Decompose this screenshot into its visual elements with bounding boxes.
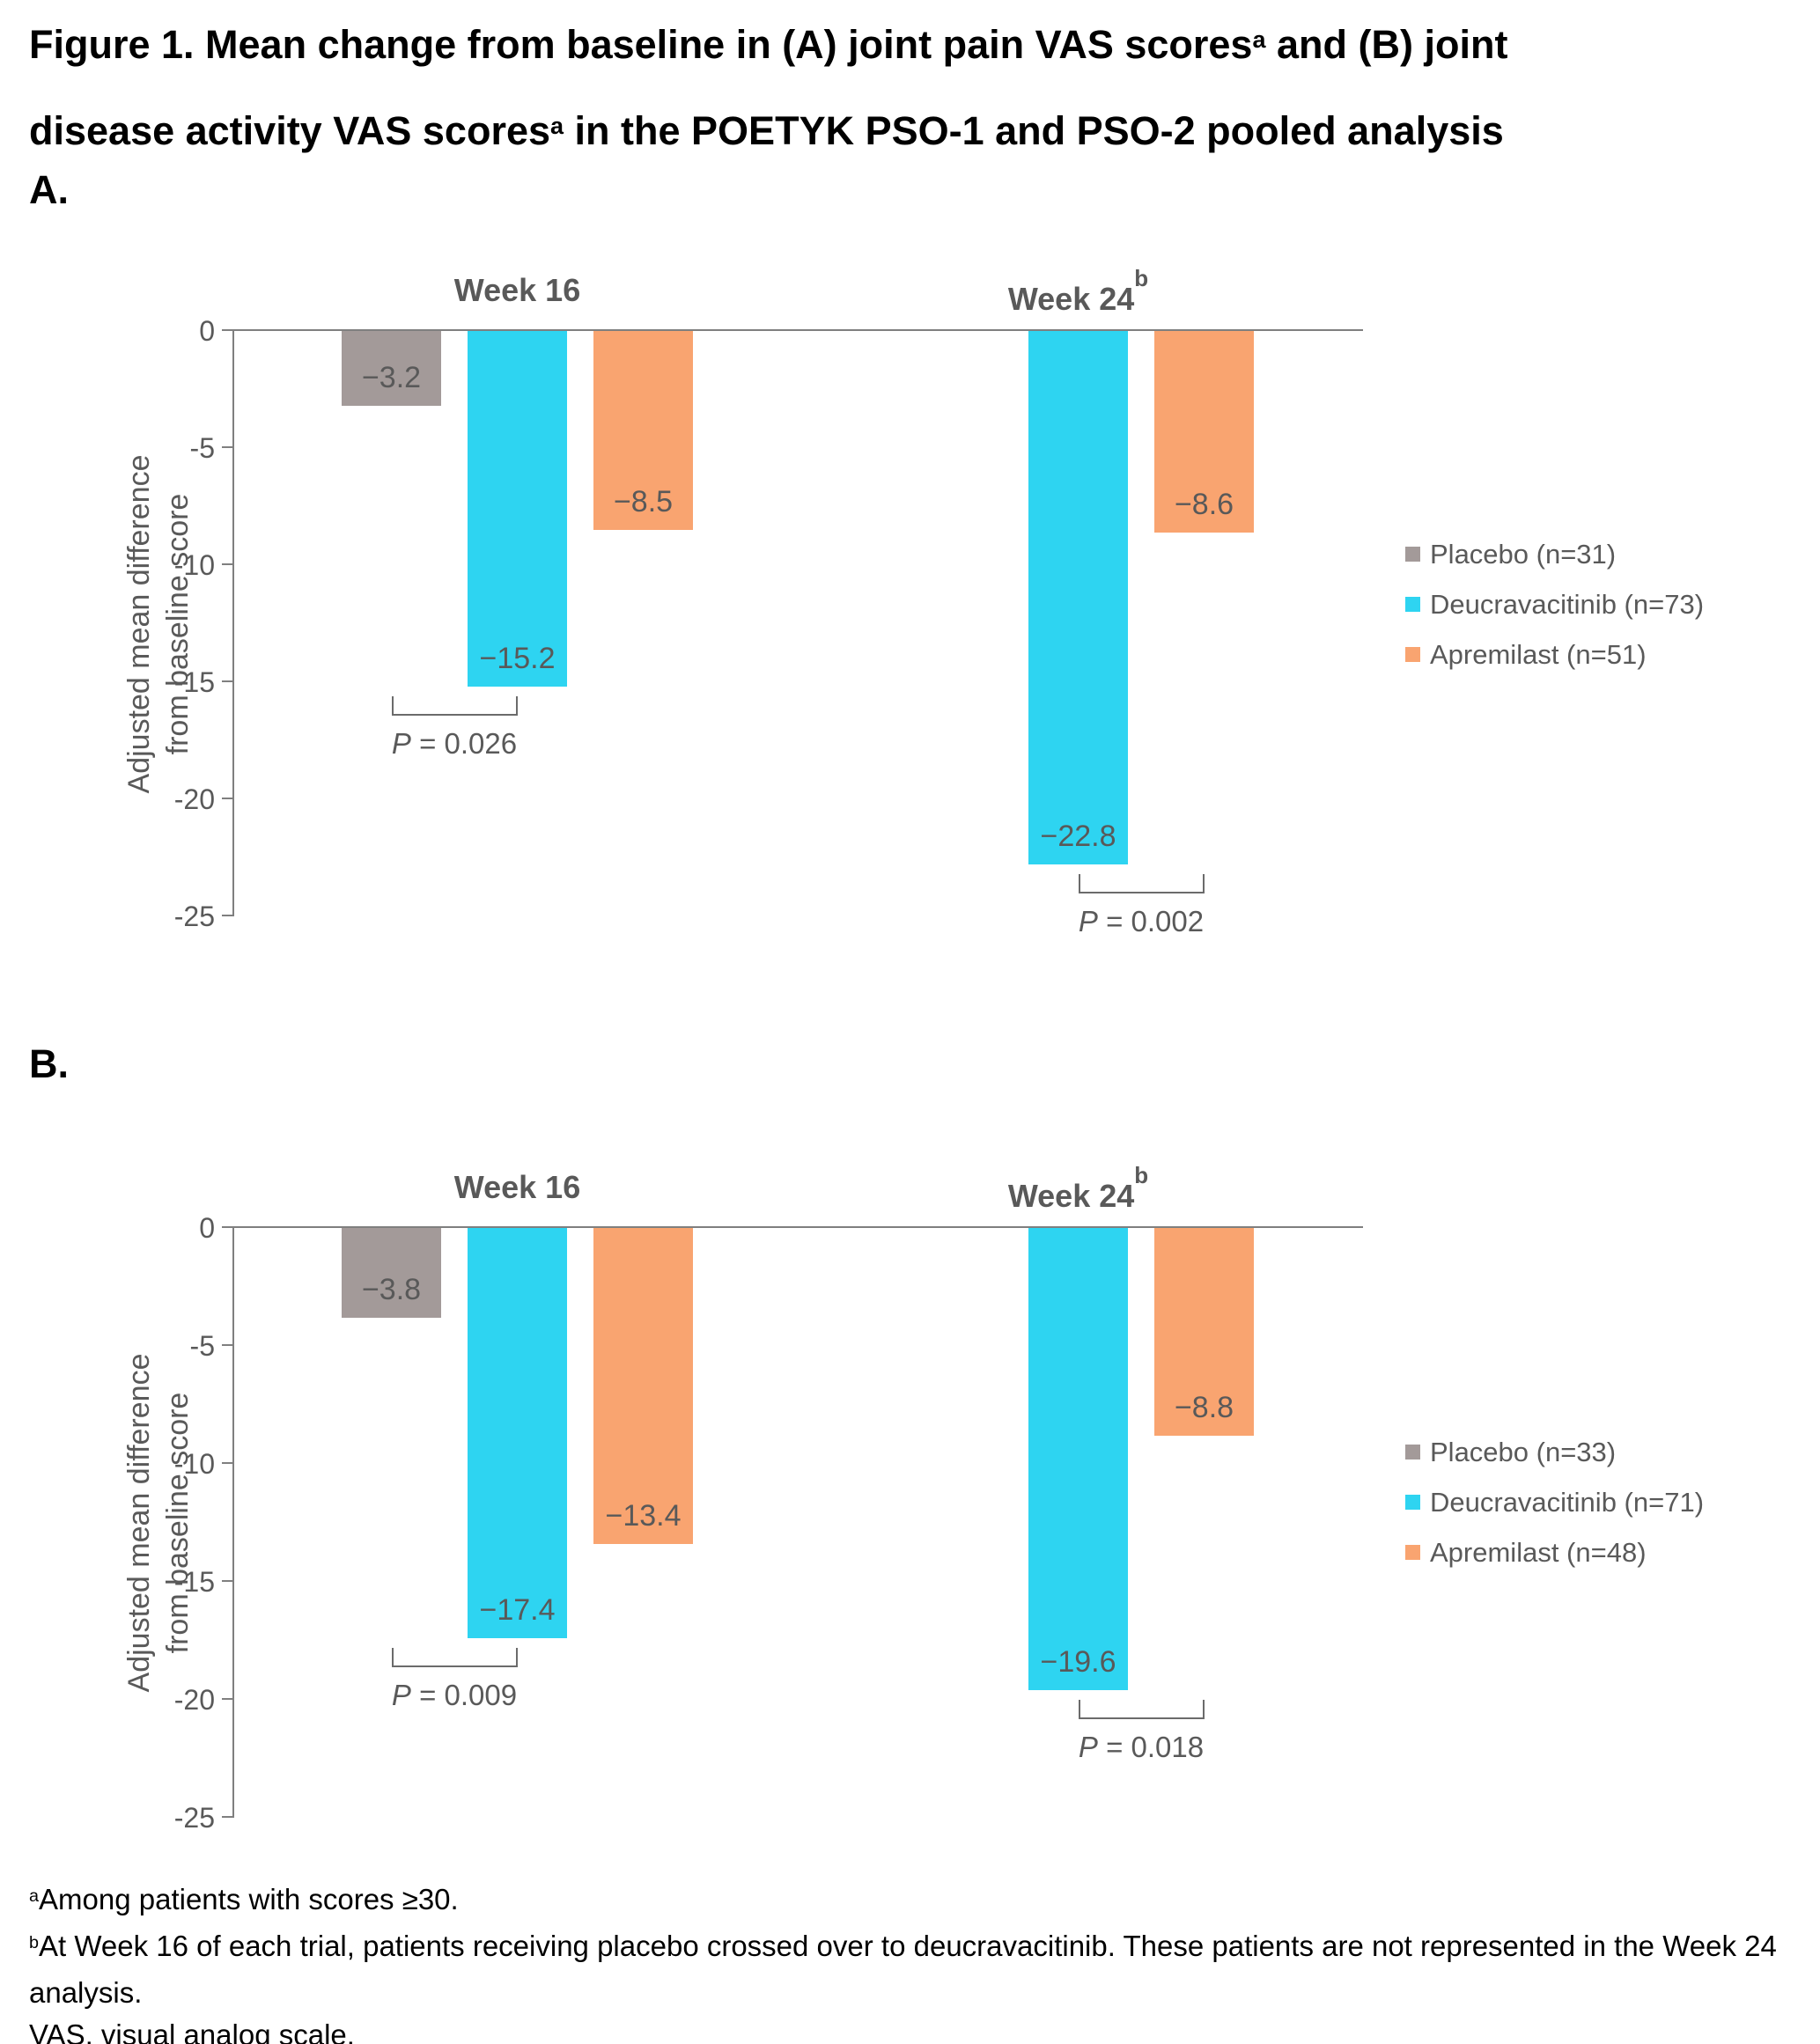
legend-label-deucravacitinib: Deucravacitinib (n=71): [1430, 1487, 1705, 1518]
zero-line: [234, 1226, 1363, 1228]
zero-line: [234, 329, 1363, 331]
legend-label-placebo: Placebo (n=31): [1430, 539, 1617, 570]
y-tick: [222, 798, 232, 799]
y-tick: [222, 446, 232, 448]
legend-label-placebo: Placebo (n=33): [1430, 1437, 1617, 1467]
y-tick-label: -10: [173, 549, 215, 581]
y-tick-label: -5: [189, 1330, 215, 1362]
title-superscript: a: [550, 112, 564, 139]
y-tick-label: 0: [199, 315, 215, 347]
y-axis-title-line: from baseline score: [161, 1392, 195, 1654]
legend-label-deucravacitinib: Deucravacitinib (n=73): [1430, 589, 1705, 620]
week-group-label: Week 24b: [1007, 1162, 1149, 1214]
bar-placebo-week-16: [342, 1228, 441, 1318]
y-tick-label: -20: [173, 1684, 215, 1716]
y-tick-label: -25: [173, 901, 215, 932]
bar-value-label: −8.5: [613, 485, 674, 518]
bar-value-label: −3.8: [361, 1273, 422, 1306]
legend-swatch-placebo: [1405, 1445, 1420, 1459]
bar-value-label: −8.6: [1174, 488, 1234, 521]
y-tick-label: -15: [173, 1566, 215, 1598]
week-group-label: Week 16: [453, 1169, 581, 1205]
y-tick: [222, 1580, 232, 1582]
y-tick-label: -20: [173, 783, 215, 815]
p-value-label: P = 0.002: [1078, 905, 1205, 937]
legend-label-apremilast: Apremilast (n=48): [1430, 1537, 1647, 1568]
footnote-superscript: a: [29, 1886, 40, 1907]
y-tick: [222, 1226, 232, 1228]
panel-b-label: B.: [29, 1041, 69, 1086]
y-tick: [222, 1816, 232, 1818]
week-superscript: b: [1134, 265, 1149, 291]
legend-swatch-deucravacitinib: [1405, 597, 1420, 612]
bar-apremilast-week-16: [593, 331, 693, 530]
y-tick-label: -25: [173, 1802, 215, 1834]
bar-placebo-week-16: [342, 331, 441, 406]
y-tick: [222, 329, 232, 331]
p-value-label: P = 0.009: [391, 1679, 518, 1711]
bar-deucravacitinib-week-24: [1028, 331, 1128, 864]
footnote-line: VAS, visual analog scale.: [29, 2018, 355, 2044]
footnote-line: bAt Week 16 of each trial, patients rece…: [29, 1930, 1777, 2009]
bar-apremilast-week-24: [1154, 1228, 1254, 1436]
y-axis-line: [232, 1226, 234, 1818]
y-tick-label: -5: [189, 432, 215, 464]
week-group-label: Week 16: [453, 272, 581, 308]
bar-deucravacitinib-week-24: [1028, 1228, 1128, 1690]
y-tick: [222, 563, 232, 565]
y-tick: [222, 1698, 232, 1700]
y-tick: [222, 915, 232, 916]
p-value-label: P = 0.018: [1078, 1731, 1205, 1763]
p-value-bracket: [1078, 874, 1205, 893]
footnote-superscript: b: [29, 1933, 40, 1953]
bar-value-label: −15.2: [479, 642, 556, 675]
legend-swatch-placebo: [1405, 547, 1420, 562]
y-tick-label: -15: [173, 666, 215, 698]
footnote-line: aAmong patients with scores ≥30.: [29, 1883, 459, 1915]
bar-apremilast-week-24: [1154, 331, 1254, 533]
p-value-label: P = 0.026: [391, 727, 518, 760]
figure-title: Figure 1. Mean change from baseline in (…: [29, 22, 1508, 153]
legend-label-apremilast: Apremilast (n=51): [1430, 639, 1647, 670]
p-value-bracket: [1078, 1700, 1205, 1719]
y-axis-title: Adjusted mean difference from baseline sc…: [120, 1215, 197, 1831]
p-value-bracket: [391, 696, 518, 716]
bar-value-label: −22.8: [1040, 820, 1116, 853]
legend-swatch-apremilast: [1405, 647, 1420, 662]
bar-deucravacitinib-week-16: [468, 331, 567, 687]
y-tick-label: 0: [199, 1212, 215, 1244]
footnotes: aAmong patients with scores ≥30. bAt Week…: [29, 1879, 1790, 2044]
bar-deucravacitinib-week-16: [468, 1228, 567, 1638]
bar-apremilast-week-16: [593, 1228, 693, 1544]
title-superscript: a: [1252, 26, 1266, 53]
legend-swatch-apremilast: [1405, 1545, 1420, 1560]
y-axis-line: [232, 329, 234, 916]
panel-a-label: A.: [29, 167, 69, 212]
y-axis-title-line: Adjusted mean difference: [122, 1353, 156, 1693]
bar-value-label: −13.4: [605, 1499, 682, 1533]
week-superscript: b: [1134, 1162, 1149, 1188]
y-tick: [222, 680, 232, 682]
bar-value-label: −19.6: [1040, 1645, 1116, 1679]
bar-value-label: −3.2: [361, 361, 422, 394]
legend-swatch-deucravacitinib: [1405, 1495, 1420, 1510]
bar-value-label: −17.4: [479, 1593, 556, 1627]
bar-value-label: −8.8: [1174, 1391, 1234, 1424]
y-tick: [222, 1462, 232, 1464]
y-tick-label: -10: [173, 1448, 215, 1480]
p-value-bracket: [391, 1648, 518, 1667]
y-tick: [222, 1344, 232, 1346]
